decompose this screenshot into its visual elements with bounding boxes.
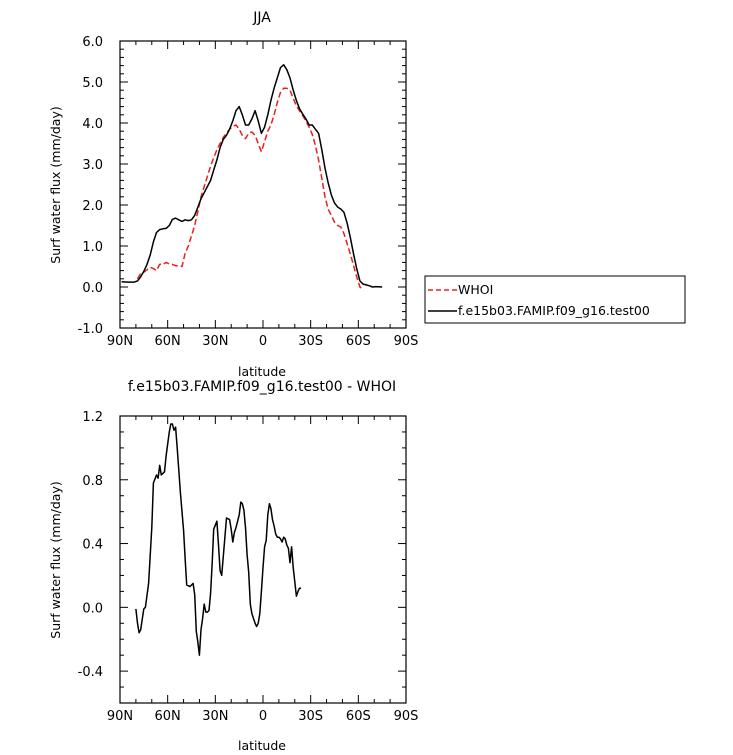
legend: WHOI f.e15b03.FAMIP.f09_g16.test00 <box>424 275 686 324</box>
x-tick-label: 90N <box>107 709 133 724</box>
top-axis-ticks <box>119 40 407 329</box>
y-tick-label: -0.4 <box>78 665 103 680</box>
x-tick-label: 0 <box>259 334 267 349</box>
bottom-plot-frame <box>119 415 407 704</box>
top-y-axis-label: Surf water flux (mm/day) <box>48 106 63 263</box>
y-tick-label: -1.0 <box>78 322 103 337</box>
y-tick-label: 5.0 <box>82 76 103 91</box>
x-tick-label: 0 <box>259 709 267 724</box>
x-tick-label: 90S <box>394 334 419 349</box>
series-line-f-e15b03-famip-f09-g16-test00 <box>121 64 383 288</box>
x-tick-label: 30S <box>298 709 323 724</box>
legend-box <box>424 275 686 324</box>
bottom-series-lines <box>135 423 302 656</box>
bottom-tick-labels: 90N 60N 30N 0 30S 60S 90S -0.4 0.0 0.4 0.8 1.2 <box>78 410 419 724</box>
x-tick-label: 60S <box>346 334 371 349</box>
bottom-x-axis-label: latitude <box>238 738 286 753</box>
y-tick-label: 0.8 <box>82 474 103 489</box>
x-tick-label: 90N <box>107 334 133 349</box>
x-tick-label: 30N <box>202 334 228 349</box>
x-tick-label: 30S <box>298 334 323 349</box>
y-tick-label: 0.4 <box>82 538 103 553</box>
bottom-chart-title: f.e15b03.FAMIP.f09_g16.test00 - WHOI <box>128 379 396 395</box>
y-tick-label: 3.0 <box>82 158 103 173</box>
x-tick-label: 60N <box>155 334 181 349</box>
top-chart-title: JJA <box>252 10 271 26</box>
difference-series-line <box>135 423 302 656</box>
bottom-y-axis-label: Surf water flux (mm/day) <box>48 481 63 638</box>
top-panel-jja: JJA 90N 60N 30N 0 30S 60S 90S -1.0 0.0 1.0 2.0 3.0 4… <box>48 10 418 379</box>
y-tick-label: 0.0 <box>82 281 103 296</box>
legend-label-whoi: WHOI <box>458 282 493 297</box>
top-tick-labels: 90N 60N 30N 0 30S 60S 90S -1.0 0.0 1.0 2.0 3.0 4.0 5.… <box>78 35 419 349</box>
series-line-whoi <box>136 87 362 289</box>
y-tick-label: 4.0 <box>82 117 103 132</box>
legend-label-model: f.e15b03.FAMIP.f09_g16.test00 <box>458 303 650 318</box>
top-series-lines <box>121 64 383 289</box>
top-plot-frame <box>119 40 407 329</box>
top-x-axis-label: latitude <box>238 364 286 379</box>
y-tick-label: 0.0 <box>82 601 103 616</box>
x-tick-label: 30N <box>202 709 228 724</box>
bottom-panel-difference: f.e15b03.FAMIP.f09_g16.test00 - WHOI 90N… <box>48 379 418 753</box>
x-tick-label: 60S <box>346 709 371 724</box>
y-tick-label: 2.0 <box>82 199 103 214</box>
bottom-axis-ticks <box>119 415 407 704</box>
x-tick-label: 90S <box>394 709 419 724</box>
y-tick-label: 1.2 <box>82 410 103 425</box>
y-tick-label: 1.0 <box>82 240 103 255</box>
y-tick-label: 6.0 <box>82 35 103 50</box>
x-tick-label: 60N <box>155 709 181 724</box>
